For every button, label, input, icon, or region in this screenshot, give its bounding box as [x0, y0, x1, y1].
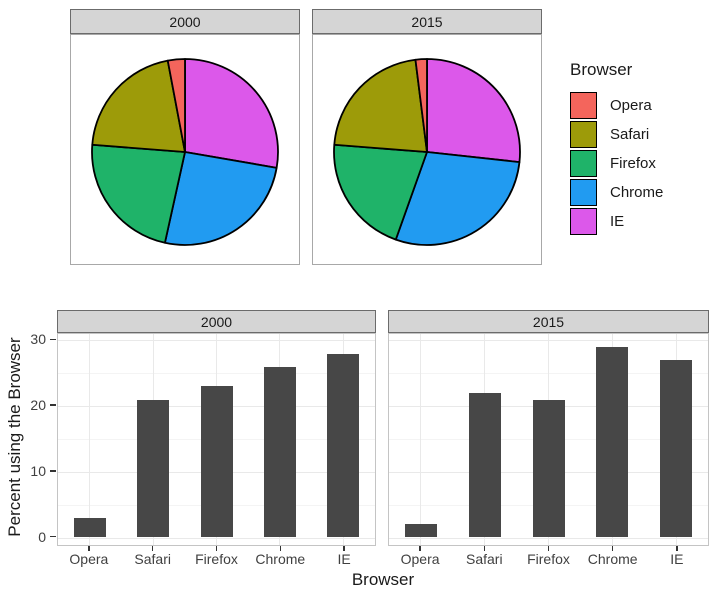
facet-strip-pie-2015: 2015 — [312, 9, 542, 34]
x-tick-label-firefox: Firefox — [195, 551, 238, 567]
x-tick-label-ie: IE — [337, 551, 351, 567]
bar-panel-2000 — [57, 333, 376, 546]
x-axis-title: Browser — [351, 570, 415, 589]
pie-slice-firefox — [91, 143, 186, 244]
bar-safari-2000 — [137, 399, 170, 538]
legend-key-swatch — [570, 150, 597, 177]
bar-panel-2015 — [388, 333, 709, 546]
x-tick — [279, 546, 282, 551]
x-tick — [151, 546, 154, 551]
gridline-vertical — [89, 334, 91, 545]
legend-item-ie: IE — [570, 207, 718, 236]
y-tick-label-30: 30 — [30, 331, 46, 348]
legend-item-firefox: Firefox — [570, 149, 718, 178]
x-tick-label-safari: Safari — [134, 551, 171, 567]
y-tick — [50, 535, 56, 538]
bar-safari-2015 — [468, 392, 501, 538]
y-tick — [50, 338, 56, 341]
bar-opera-2015 — [404, 524, 437, 538]
facet-strip-bar-2015: 2015 — [388, 310, 709, 333]
legend-label: Opera — [610, 97, 652, 114]
pie-slice-chrome — [164, 151, 278, 246]
legend-title: Browser — [570, 60, 633, 79]
facet-strip-label: 2000 — [169, 13, 201, 30]
x-tick-label-opera: Opera — [69, 551, 109, 567]
legend: Browser Opera Safari Firefox Chrome IE — [570, 60, 718, 236]
x-tick-label-safari: Safari — [466, 551, 503, 567]
pie-panel-2000 — [70, 34, 300, 265]
pie-panel-2015 — [312, 34, 542, 265]
pie-chart-2000 — [91, 58, 279, 246]
y-tick-label-10: 10 — [30, 462, 46, 479]
y-tick — [50, 470, 56, 472]
x-tick — [547, 546, 550, 551]
x-tick-label-chrome: Chrome — [255, 551, 306, 567]
legend-label: Firefox — [610, 155, 656, 172]
y-tick-label-20: 20 — [30, 397, 46, 414]
y-tick — [50, 404, 56, 406]
legend-key-swatch — [570, 92, 597, 119]
x-tick-label-opera: Opera — [400, 551, 440, 567]
bar-firefox-2000 — [200, 386, 233, 538]
bar-firefox-2015 — [532, 399, 565, 538]
facet-strip-label: 2015 — [411, 13, 443, 30]
legend-label: Safari — [610, 126, 650, 143]
x-tick-label-ie: IE — [670, 551, 684, 567]
pie-slice-safari — [333, 58, 428, 153]
bar-chrome-2015 — [596, 346, 629, 538]
pie-slice-safari — [91, 59, 186, 153]
y-tick-label-0: 0 — [38, 528, 46, 545]
facet-strip-label: 2000 — [200, 313, 233, 330]
facet-strip-pie-2000: 2000 — [70, 9, 300, 34]
legend-label: Chrome — [610, 184, 664, 201]
x-tick — [483, 546, 486, 551]
bar-ie-2015 — [660, 360, 693, 538]
legend-key-swatch — [570, 121, 597, 148]
legend-item-opera: Opera — [570, 91, 718, 120]
legend-item-chrome: Chrome — [570, 178, 718, 207]
x-tick — [215, 546, 218, 551]
pie-chart-2015 — [333, 58, 521, 246]
legend-items: Opera Safari Firefox Chrome IE — [570, 91, 718, 236]
pie-slice-ie — [426, 58, 521, 163]
pie-slice-firefox — [333, 143, 428, 241]
bar-chrome-2000 — [263, 366, 296, 538]
x-tick — [343, 546, 345, 551]
gridline-vertical — [420, 334, 422, 545]
legend-key-swatch — [570, 208, 597, 235]
x-tick-label-firefox: Firefox — [527, 551, 570, 567]
pie-slice-chrome — [394, 151, 521, 246]
x-tick — [419, 546, 421, 551]
x-tick — [88, 546, 90, 551]
legend-item-safari: Safari — [570, 120, 718, 149]
pie-slice-opera — [414, 58, 428, 153]
legend-key-swatch — [570, 179, 597, 206]
x-tick — [611, 546, 614, 551]
x-tick-label-chrome: Chrome — [587, 551, 638, 567]
legend-label: IE — [610, 213, 625, 230]
facet-strip-bar-2000: 2000 — [57, 310, 376, 333]
x-tick — [676, 546, 678, 551]
facet-strip-label: 2015 — [532, 313, 565, 330]
bar-ie-2000 — [327, 353, 360, 538]
pie-slice-opera — [166, 58, 186, 153]
y-axis-title: Percent using the Browser — [5, 337, 24, 537]
bar-opera-2000 — [73, 517, 106, 538]
pie-slice-ie — [184, 58, 279, 169]
